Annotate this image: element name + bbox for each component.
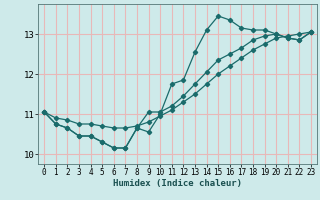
X-axis label: Humidex (Indice chaleur): Humidex (Indice chaleur) bbox=[113, 179, 242, 188]
